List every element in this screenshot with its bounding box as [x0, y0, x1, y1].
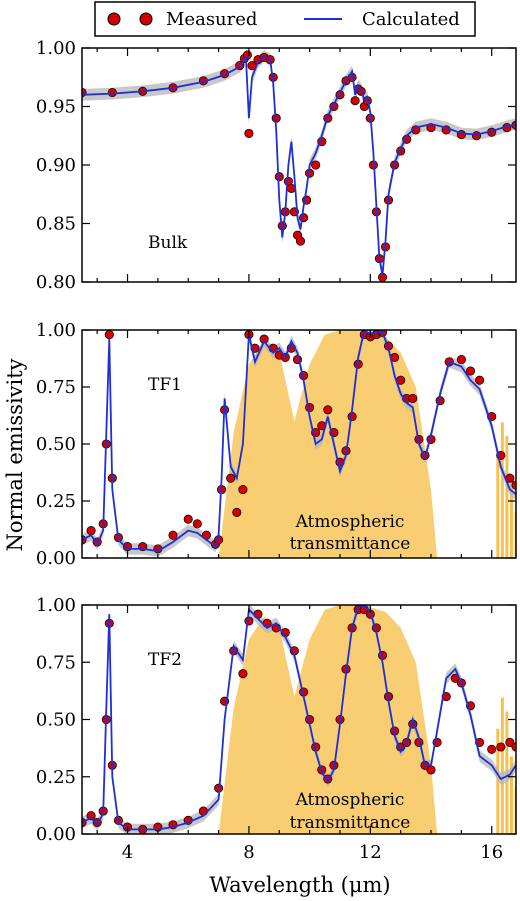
measured-point [168, 530, 178, 540]
calculated-line [82, 605, 516, 831]
measured-point [192, 519, 202, 529]
measured-point [253, 609, 263, 619]
y-tick-label: 1.00 [36, 320, 76, 341]
x-tick-label: 16 [480, 842, 503, 863]
measured-point [244, 616, 254, 626]
y-tick-label: 0.50 [36, 434, 76, 455]
measured-point [426, 765, 436, 775]
x-tick-label: 8 [243, 842, 254, 863]
annotation-line-2: transmittance [290, 534, 411, 554]
measured-point [505, 737, 515, 747]
measured-point [86, 526, 96, 536]
y-tick-label: 0.50 [36, 710, 76, 731]
measured-point [238, 669, 248, 679]
y-axis-label: Normal emissivity [3, 358, 27, 551]
annotation-line-1: Atmospheric [295, 790, 405, 810]
y-tick-label: 0.00 [36, 824, 76, 845]
measured-point [295, 236, 306, 246]
measured-point [487, 744, 497, 754]
plot-area [82, 330, 516, 558]
y-tick-label: 0.25 [36, 767, 76, 788]
measured-point [305, 402, 315, 413]
measured-point [299, 213, 309, 223]
x-tick-label: 12 [359, 842, 382, 863]
legend-calculated-label: Calculated [362, 9, 460, 30]
panel-bulk: 1.00 0.95 0.90 0.85 0.80 Bulk [36, 38, 517, 293]
measured-point [238, 485, 248, 495]
panel-tf2: 1.00 0.75 0.50 0.25 0.00 4 8 12 16 TF2 Atmospheric… [36, 595, 517, 863]
measured-point [475, 375, 485, 385]
panel-label: TF2 [148, 650, 182, 670]
y-tick-label: 0.75 [36, 652, 76, 673]
y-tick-label: 1.00 [36, 595, 76, 616]
plot-area [82, 605, 516, 834]
panel-label: TF1 [148, 375, 182, 395]
measured-point [104, 330, 114, 340]
measured-point [86, 811, 96, 821]
legend: Measured Calculated [94, 1, 476, 37]
measured-point [350, 96, 360, 106]
legend-measured-marker [139, 12, 153, 26]
x-tick-label: 4 [122, 842, 133, 863]
annotation-line-2: transmittance [290, 813, 411, 833]
measured-point [232, 507, 242, 517]
y-tick-label: 0.90 [36, 155, 76, 176]
measured-point [456, 355, 466, 365]
measured-point [242, 50, 252, 60]
calculated-line [82, 330, 516, 553]
measured-point [198, 806, 208, 816]
y-tick-label: 0.85 [36, 214, 76, 235]
measured-point [311, 160, 321, 170]
measured-point [496, 742, 506, 752]
panel-label: Bulk [148, 233, 188, 253]
measured-point [244, 128, 254, 138]
y-tick-label: 0.25 [36, 491, 76, 512]
panel-tf1: 1.00 0.75 0.50 0.25 0.00 TF1 Atmospherictransm… [36, 320, 517, 569]
y-tick-label: 0.75 [36, 377, 76, 398]
measured-point [408, 393, 418, 403]
measured-point [465, 366, 476, 376]
measured-point [274, 172, 284, 182]
measured-point [471, 131, 482, 141]
plot-area [82, 50, 516, 282]
legend-measured-label: Measured [166, 9, 257, 30]
annotation-line-1: Atmospheric [295, 512, 405, 532]
x-axis-label: Wavelength (μm) [209, 873, 390, 897]
y-tick-label: 0.00 [36, 548, 76, 569]
legend-measured-marker [107, 12, 121, 26]
measured-point [323, 405, 333, 415]
atmospheric-transmittance-band [218, 330, 438, 558]
calculated-line [82, 54, 516, 276]
measured-point [226, 473, 236, 483]
y-tick-label: 1.00 [36, 38, 76, 59]
measured-point [183, 514, 193, 524]
legend-box [94, 1, 476, 37]
y-tick-label: 0.80 [36, 272, 76, 293]
y-tick-label: 0.95 [36, 97, 76, 118]
